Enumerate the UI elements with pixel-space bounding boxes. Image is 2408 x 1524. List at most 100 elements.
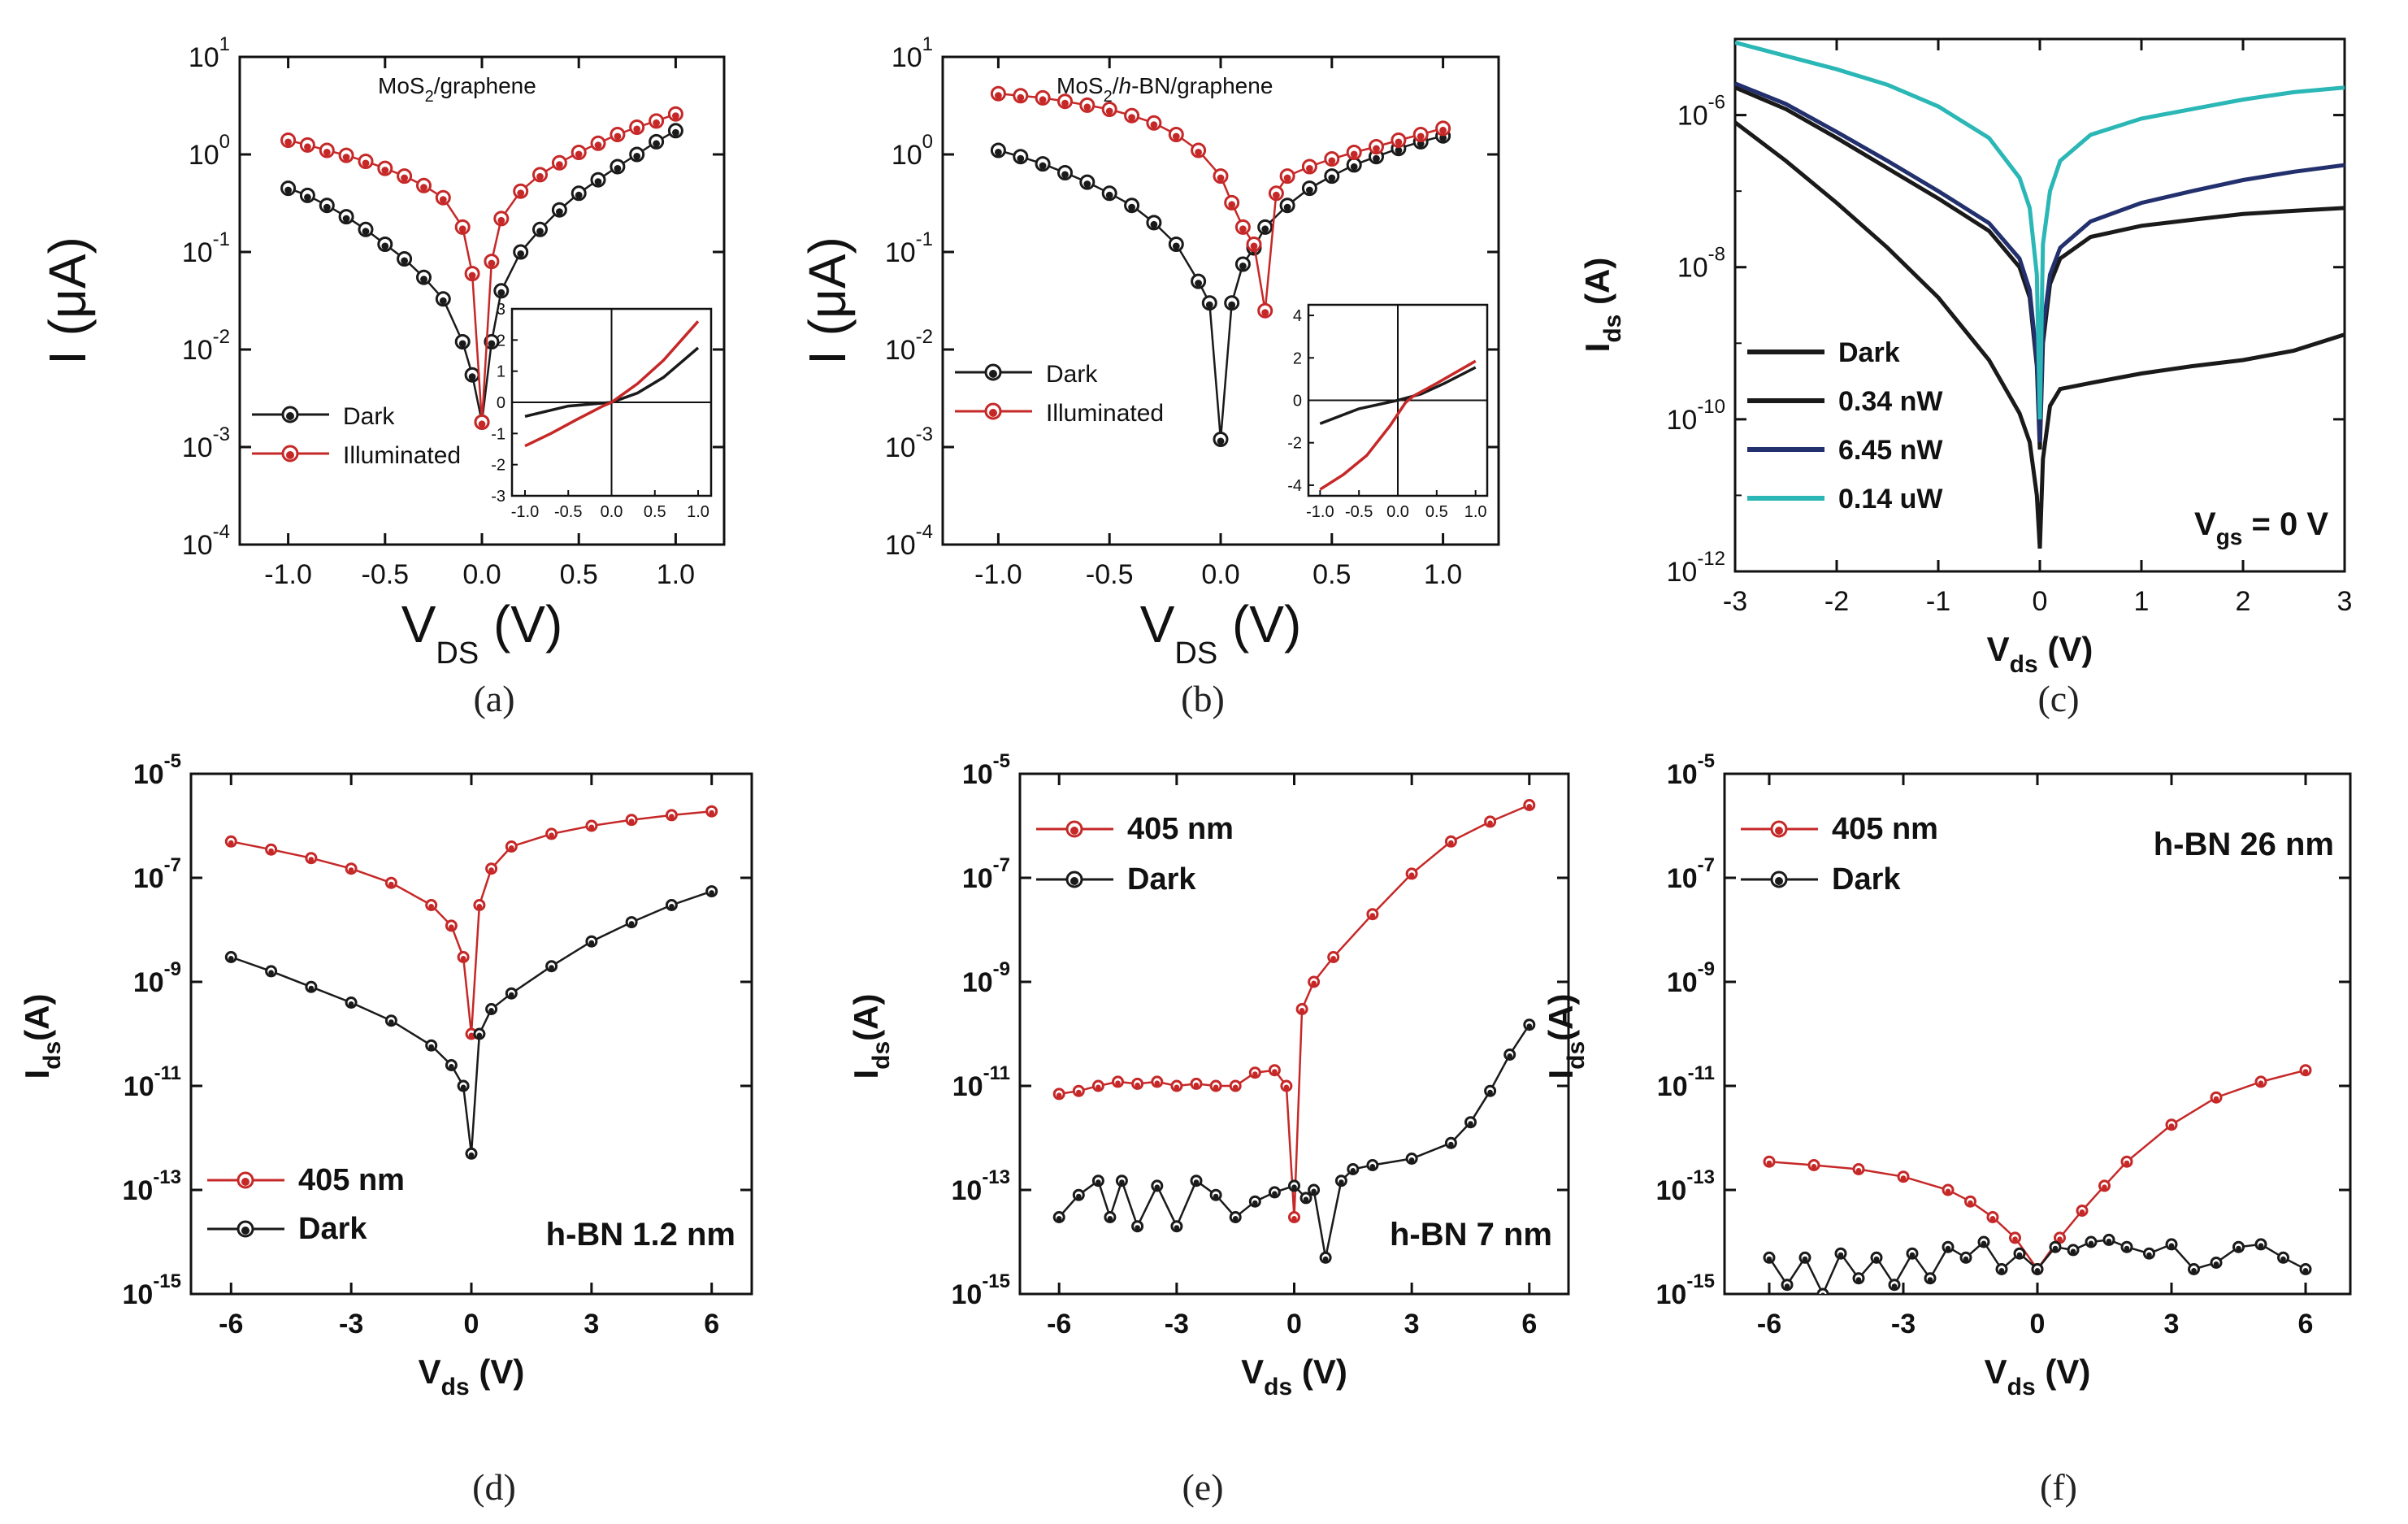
data-point-fill (1135, 1082, 1140, 1088)
data-point-fill (1373, 154, 1380, 163)
data-point-fill (1261, 225, 1269, 233)
y-tick-exponent: -7 (993, 854, 1010, 876)
data-point-fill (1417, 132, 1425, 141)
data-point-fill (2168, 1123, 2175, 1129)
title-part: / (1113, 73, 1119, 98)
data-point-fill (2191, 1268, 2197, 1274)
data-point-fill (536, 228, 544, 236)
y-tick-label: 100 (892, 131, 933, 171)
data-point-fill (476, 904, 483, 910)
data-point-fill (1945, 1245, 1951, 1252)
data-point-fill (1448, 1141, 1454, 1148)
y-axis-label-main: I (μA) (798, 237, 857, 365)
y-tick-base: 10 (133, 759, 164, 790)
y-tick-label: 10-12 (1666, 548, 1725, 588)
x-tick-label: 1.0 (1424, 559, 1462, 590)
legend-marker-fill (989, 409, 997, 417)
y-tick-exponent: -13 (1686, 1166, 1715, 1188)
x-tick-label: 0.5 (1312, 559, 1351, 590)
data-point-fill (594, 178, 602, 186)
y-tick-label: 10-15 (951, 1270, 1010, 1310)
data-point-fill (1766, 1160, 1772, 1166)
x-axis-label: Vds (V) (1987, 630, 2093, 678)
inset-y-tick-label: 2 (1293, 350, 1302, 367)
data-point-fill (362, 159, 370, 167)
data-point-fill (1076, 1089, 1082, 1096)
y-axis-label-subscript: ds (1563, 1041, 1590, 1070)
y-tick-exponent: -11 (154, 1062, 181, 1084)
data-point-fill (1096, 1179, 1101, 1185)
y-axis-label: Ids(A) (1542, 994, 1590, 1079)
y-axis-label: Ids (A) (1578, 258, 1626, 353)
y-tick-base: 10 (182, 530, 213, 561)
y-tick-exponent: -12 (1697, 548, 1725, 570)
y-tick-exponent: -7 (1698, 854, 1715, 876)
series-line (1735, 81, 2345, 443)
data-point-fill (1330, 956, 1336, 962)
data-point-fill (2302, 1069, 2309, 1075)
data-point-fill (1115, 1080, 1121, 1086)
x-axis-label: VDS (V) (401, 595, 563, 671)
y-tick-base: 10 (1655, 1175, 1686, 1206)
x-axis-label-main: V (1140, 595, 1175, 653)
y-tick-base: 10 (885, 237, 916, 268)
legend: 405 nm Dark (1741, 812, 1938, 897)
data-point-fill (428, 1044, 434, 1050)
y-tick-base: 10 (1677, 253, 1708, 284)
x-axis-label-main: V (1985, 1352, 2007, 1391)
inset-series-line (524, 320, 700, 448)
series-405-nm (224, 805, 718, 1040)
data-point-fill (1195, 149, 1202, 156)
data-point-fill (1172, 242, 1180, 250)
y-tick-label: 10-5 (133, 750, 181, 790)
x-axis-label-main: V (419, 1352, 441, 1391)
legend-label: 405 nm (298, 1163, 405, 1197)
x-axis-label-subscript: ds (441, 1374, 470, 1400)
series-line (231, 810, 712, 1035)
data-point-fill (1239, 263, 1247, 270)
data-point-fill (653, 140, 660, 148)
legend-marker-fill (1070, 877, 1078, 885)
annotation-subscript: gs (2216, 524, 2243, 549)
x-tick-label: 3 (1404, 1309, 1420, 1339)
data-point-fill (342, 154, 350, 161)
data-point-fill (614, 165, 622, 172)
y-tick-base: 10 (133, 863, 164, 894)
x-tick-label: -0.5 (362, 559, 410, 590)
data-point-fill (2106, 1238, 2112, 1244)
y-tick-exponent: -9 (993, 958, 1010, 980)
data-point-fill (1154, 1184, 1161, 1190)
y-tick-base: 10 (122, 1175, 153, 1206)
data-point-fill (388, 1019, 394, 1025)
series-0-14-uw (1735, 40, 2345, 419)
data-point-fill (1311, 980, 1317, 987)
y-tick-base: 10 (1666, 557, 1697, 588)
data-point-fill (653, 119, 660, 127)
data-point-fill (2124, 1245, 2130, 1252)
data-point-fill (1369, 913, 1376, 918)
data-point-fill (1507, 1053, 1512, 1059)
y-tick-exponent: -5 (993, 750, 1010, 772)
data-point-fill (304, 143, 311, 151)
legend-marker-fill (286, 412, 294, 420)
x-axis-label-unit: (V) (2036, 1352, 2091, 1391)
inset-x-tick-label: -1.0 (511, 503, 539, 521)
data-point-fill (1061, 171, 1069, 179)
inset-x-tick-label: 1.0 (687, 503, 709, 521)
data-point-fill (1350, 163, 1358, 171)
data-point-fill (348, 867, 354, 873)
inset-y-tick-label: -3 (491, 488, 505, 506)
panel-caption: (a) (473, 678, 514, 719)
y-tick-base: 10 (189, 140, 219, 171)
data-point-fill (709, 890, 714, 896)
data-point-fill (488, 867, 494, 873)
y-axis-label: I (μA) (798, 237, 857, 365)
data-point-fill (1105, 107, 1113, 115)
x-tick-label: 0 (2030, 1309, 2046, 1339)
data-point-fill (614, 132, 622, 141)
x-tick-label: 0.0 (462, 559, 501, 590)
series-line (1059, 804, 1530, 1218)
y-tick-label: 10-5 (1667, 750, 1715, 790)
data-point-fill (284, 186, 292, 194)
